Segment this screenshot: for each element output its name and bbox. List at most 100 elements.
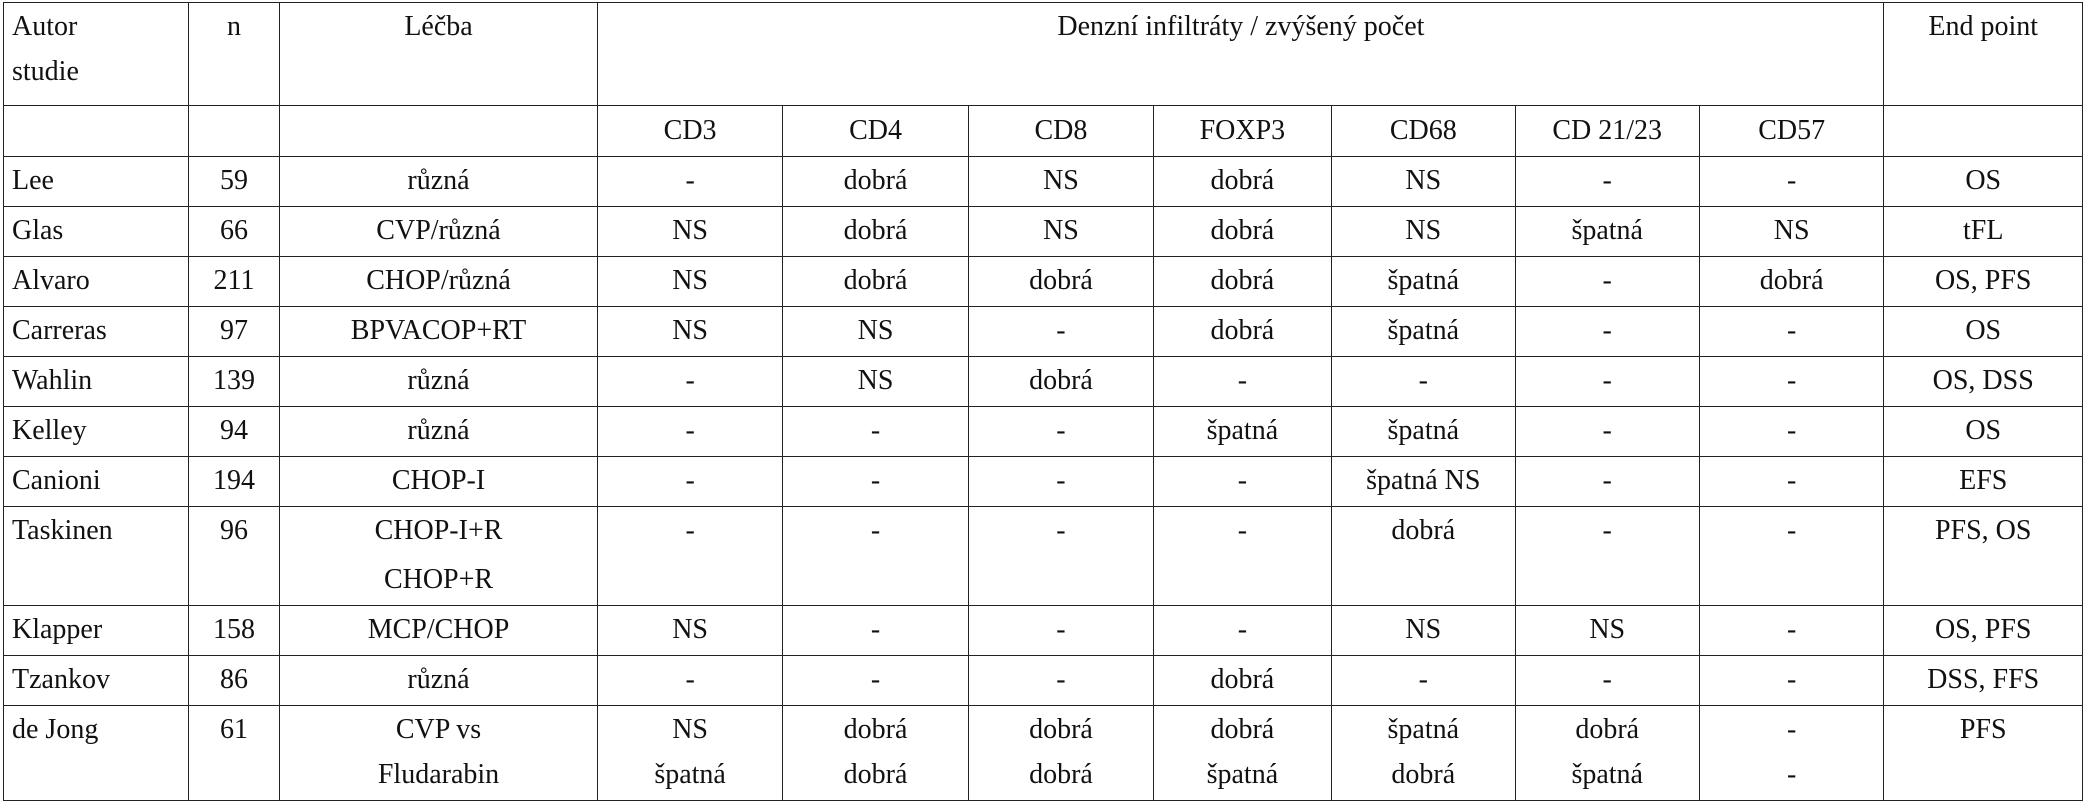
data-cell: NS bbox=[597, 306, 783, 357]
data-cell: dobrá dobrá bbox=[968, 705, 1154, 801]
data-cell: EFS bbox=[1883, 456, 2083, 507]
data-cell: - bbox=[1152, 456, 1333, 507]
data-cell: NS bbox=[1331, 206, 1516, 257]
data-cell: - bbox=[1152, 605, 1333, 656]
empty-cell bbox=[1883, 556, 2083, 606]
data-cell: - bbox=[1698, 605, 1885, 656]
data-cell: NS špatná bbox=[597, 705, 783, 801]
empty-cell bbox=[968, 556, 1154, 606]
data-cell: dobrá bbox=[1152, 156, 1333, 207]
cell-line: dobrá bbox=[1029, 714, 1093, 745]
data-cell: CHOP/různá bbox=[278, 256, 599, 307]
empty-cell bbox=[1514, 556, 1700, 606]
data-cell: - bbox=[1698, 506, 1885, 556]
data-cell: dobrá bbox=[1152, 655, 1333, 706]
header-cell: Autor studie bbox=[2, 2, 190, 106]
data-cell: OS, PFS bbox=[1883, 605, 2083, 656]
data-cell: NS bbox=[1331, 605, 1516, 656]
data-cell: Alvaro bbox=[2, 256, 190, 307]
data-cell: dobrá dobrá bbox=[781, 705, 970, 801]
data-cell: 139 bbox=[188, 356, 280, 407]
cell-line: CVP vs bbox=[395, 714, 482, 745]
data-cell: de Jong bbox=[2, 705, 190, 801]
data-cell: Taskinen bbox=[2, 506, 190, 556]
cell-line: Autor bbox=[12, 11, 78, 42]
data-cell: Kelley bbox=[2, 406, 190, 457]
data-cell: - bbox=[597, 156, 783, 207]
cell-line: studie bbox=[12, 55, 79, 87]
data-cell: NS bbox=[1331, 156, 1516, 207]
data-cell: NS bbox=[781, 306, 970, 357]
data-cell: - bbox=[597, 406, 783, 457]
empty-cell bbox=[1698, 556, 1885, 606]
cell-line: - bbox=[1787, 758, 1797, 790]
data-cell: -- bbox=[1698, 705, 1885, 801]
data-cell: - bbox=[597, 356, 783, 407]
data-row: Alvaro 211 CHOP/různá NS dobrá dobrá dobrá špat… bbox=[2, 256, 2083, 307]
data-cell: 59 bbox=[188, 156, 280, 207]
header-cell: Denzní infiltráty / zvýšený počet bbox=[597, 2, 1885, 106]
data-cell: - bbox=[781, 655, 970, 706]
data-cell: různá bbox=[278, 406, 599, 457]
data-cell: špatná dobrá bbox=[1331, 705, 1516, 801]
cell-line: Fludarabin bbox=[377, 758, 500, 790]
empty-cell bbox=[2, 105, 190, 157]
data-cell: dobrá špatná bbox=[1152, 705, 1333, 801]
data-cell: - bbox=[968, 605, 1154, 656]
data-cell: 61 bbox=[188, 705, 280, 801]
marker-header: CD 21/23 bbox=[1514, 105, 1700, 157]
marker-header: CD68 bbox=[1331, 105, 1516, 157]
marker-header: CD8 bbox=[968, 105, 1154, 157]
data-cell: dobrá špatná bbox=[1514, 705, 1700, 801]
data-cell: - bbox=[968, 506, 1154, 556]
cell-line: dobrá bbox=[843, 758, 908, 790]
data-cell: - bbox=[968, 406, 1154, 457]
data-cell: špatná bbox=[1152, 406, 1333, 457]
data-cell: dobrá bbox=[1152, 256, 1333, 307]
data-cell: 86 bbox=[188, 655, 280, 706]
cell-line: dobrá bbox=[1575, 714, 1640, 745]
data-cell: - bbox=[1514, 655, 1700, 706]
data-row: Taskinen 96 CHOP-I+R - - - - dobrá - - PFS, OS bbox=[2, 506, 2083, 556]
data-cell: 158 bbox=[188, 605, 280, 656]
data-cell: dobrá bbox=[1698, 256, 1885, 307]
data-cell: 66 bbox=[188, 206, 280, 257]
data-cell: - bbox=[1698, 406, 1885, 457]
data-row: de Jong 61 CVP vs Fludarabin NS špatná dobrá do… bbox=[2, 705, 2083, 801]
data-cell: CHOP+R bbox=[278, 556, 599, 606]
data-cell: - bbox=[781, 406, 970, 457]
data-cell: - bbox=[597, 655, 783, 706]
data-cell: různá bbox=[278, 356, 599, 407]
data-cell: dobrá bbox=[1152, 206, 1333, 257]
data-cell: - bbox=[968, 655, 1154, 706]
data-row: Carreras 97 BPVACOP+RT NS NS - dobrá špatná - - OS bbox=[2, 306, 2083, 357]
data-cell: - bbox=[1514, 506, 1700, 556]
data-row: Glas 66 CVP/různá NS dobrá NS dobrá NS špatná NS t… bbox=[2, 206, 2083, 257]
data-row: Wahlin 139 různá - NS dobrá - - - - OS, DSS bbox=[2, 356, 2083, 407]
data-cell: - bbox=[968, 456, 1154, 507]
data-cell: dobrá bbox=[1331, 506, 1516, 556]
data-cell: DSS, FFS bbox=[1883, 655, 2083, 706]
data-cell: Lee bbox=[2, 156, 190, 207]
cell-line: - bbox=[1787, 714, 1797, 745]
data-cell: NS bbox=[781, 356, 970, 407]
cell-line: NS bbox=[672, 714, 708, 745]
data-cell: 94 bbox=[188, 406, 280, 457]
data-cell: BPVACOP+RT bbox=[278, 306, 599, 357]
empty-cell bbox=[1152, 556, 1333, 606]
empty-cell bbox=[188, 105, 280, 157]
header-row: Autor studie n Léčba Denzní infiltráty / zvý… bbox=[2, 2, 2083, 106]
marker-header: CD4 bbox=[781, 105, 970, 157]
data-cell: NS bbox=[597, 605, 783, 656]
marker-header: CD3 bbox=[597, 105, 783, 157]
data-cell: dobrá bbox=[1152, 306, 1333, 357]
data-cell: různá bbox=[278, 156, 599, 207]
data-row: CHOP+R bbox=[2, 556, 2083, 606]
empty-cell bbox=[781, 556, 970, 606]
data-cell: OS bbox=[1883, 156, 2083, 207]
empty-cell bbox=[188, 556, 280, 606]
data-cell: Canioni bbox=[2, 456, 190, 507]
data-row: Tzankov 86 různá - - - dobrá - - - DSS, FFS bbox=[2, 655, 2083, 706]
data-cell: - bbox=[1698, 356, 1885, 407]
